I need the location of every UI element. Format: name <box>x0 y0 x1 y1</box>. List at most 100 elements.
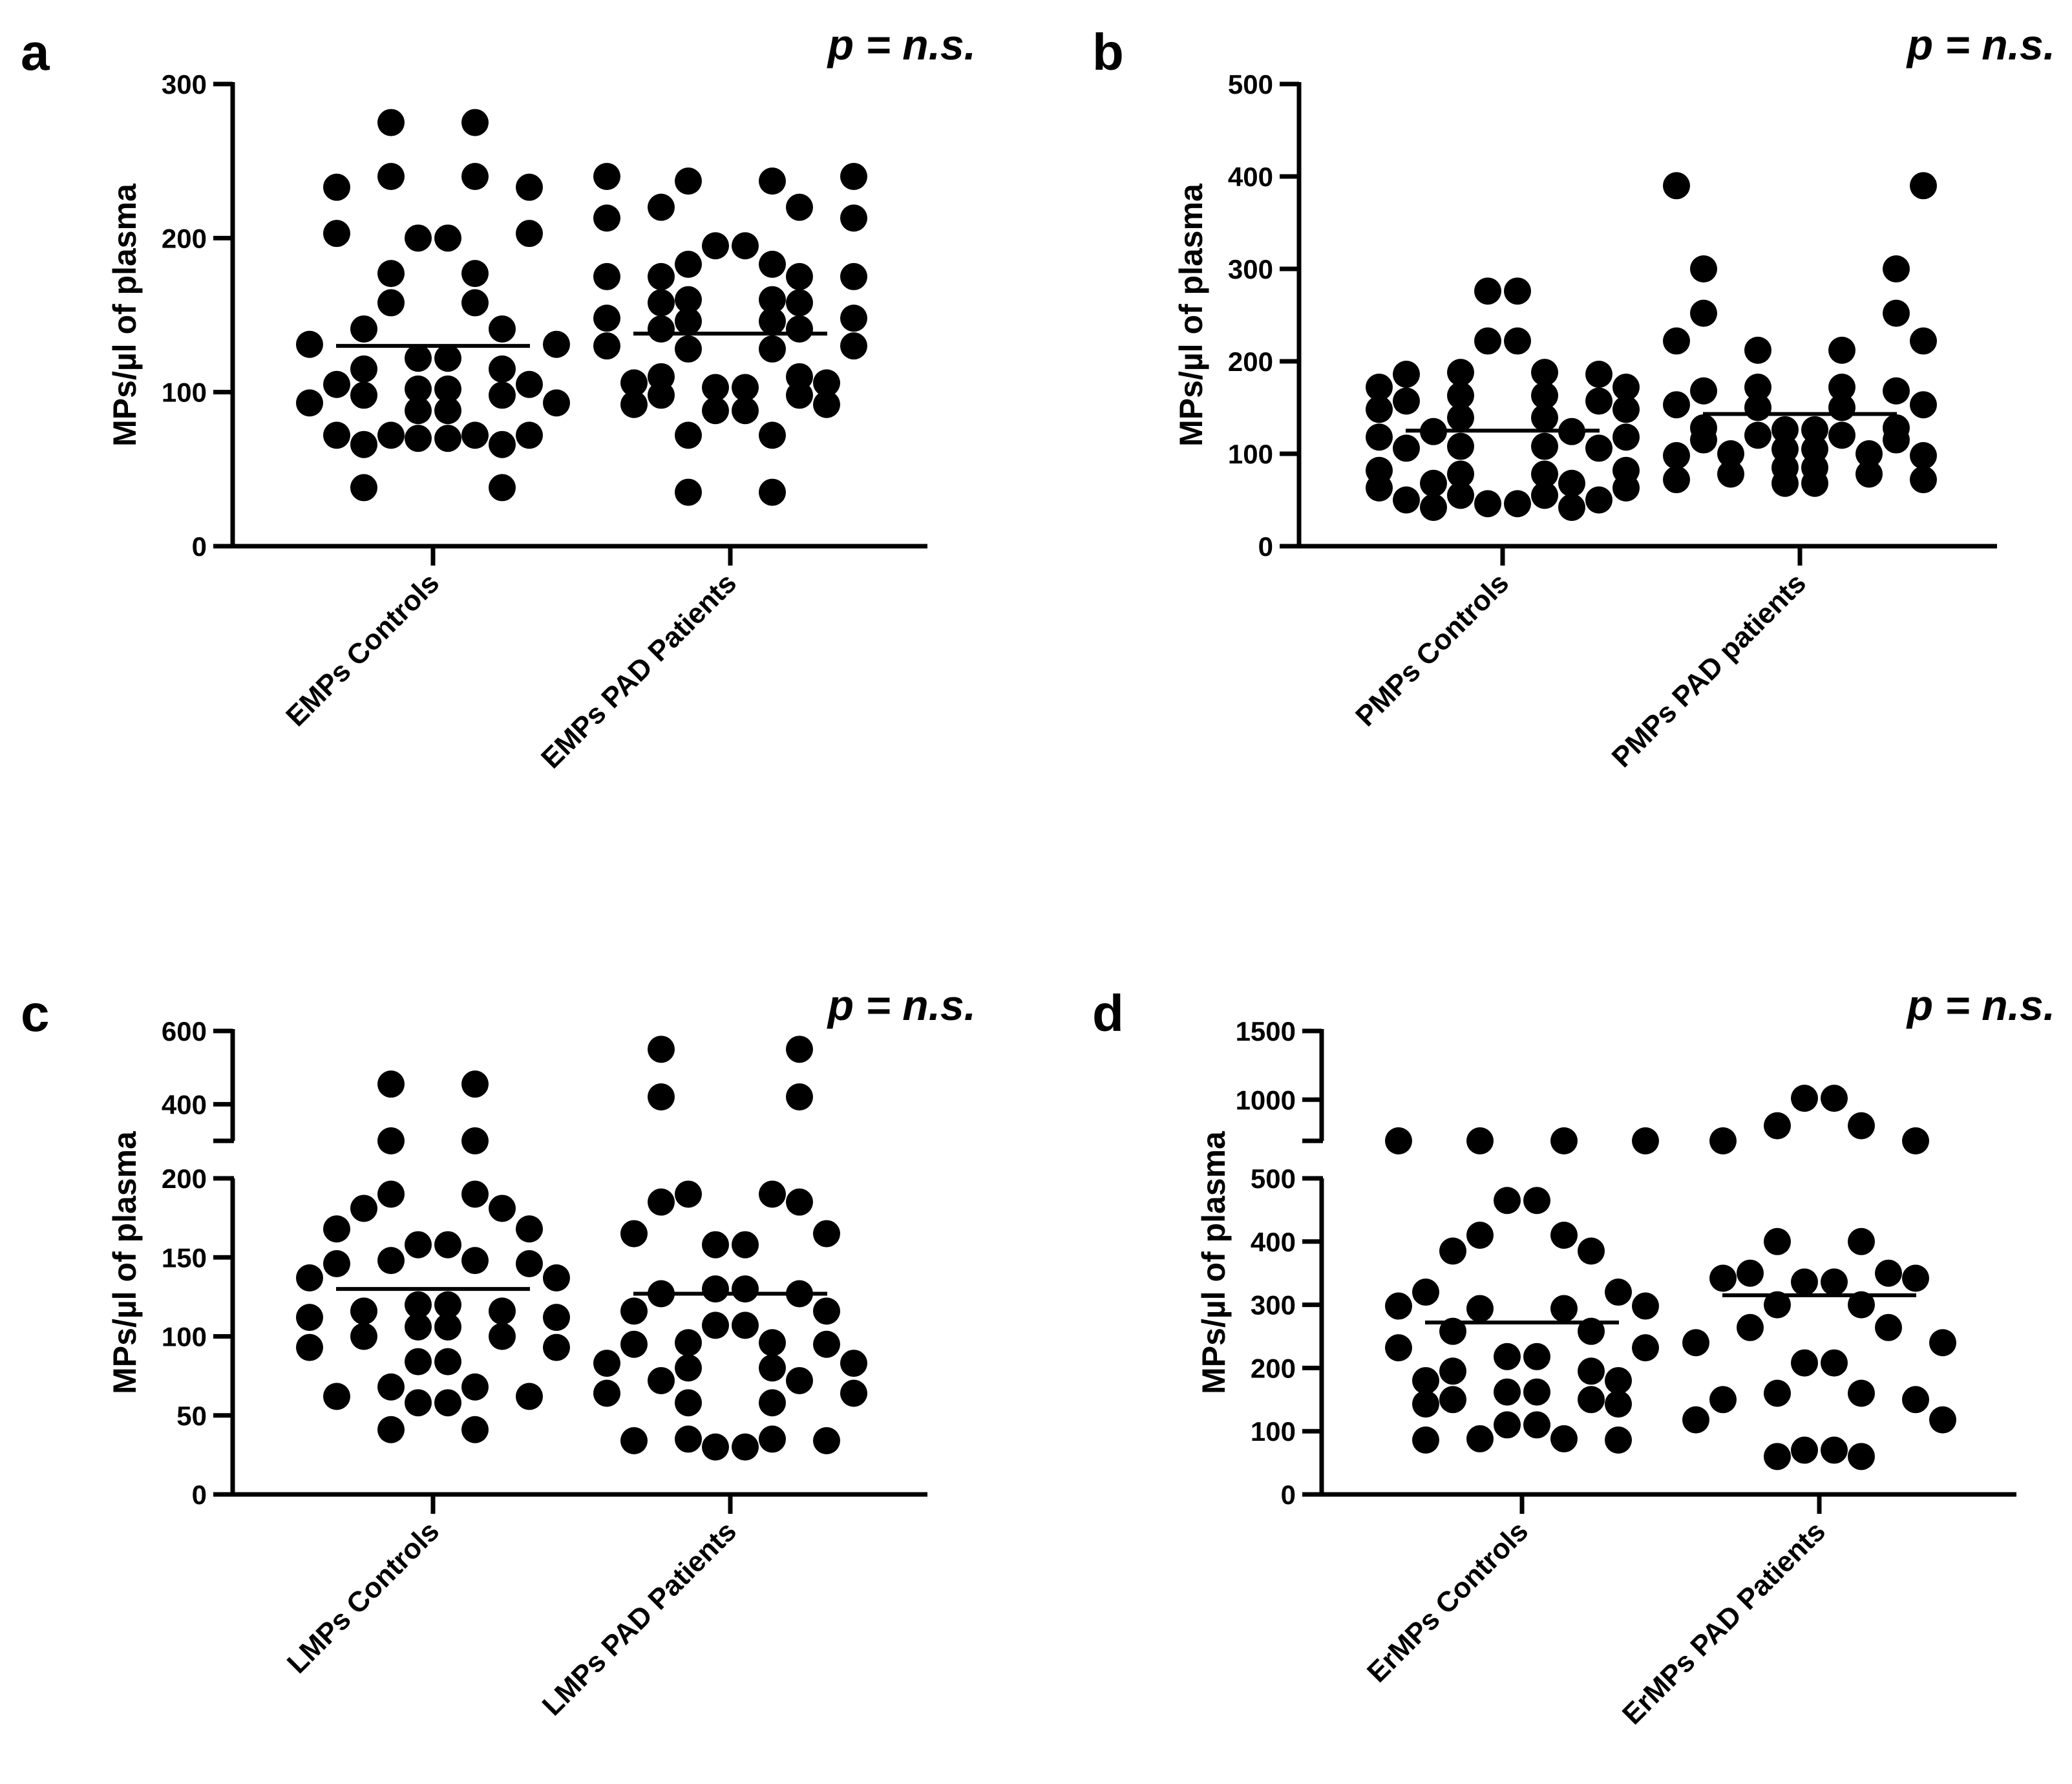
data-point <box>434 1291 461 1319</box>
data-point <box>1585 361 1612 388</box>
data-point <box>350 381 377 409</box>
data-point <box>675 1389 702 1417</box>
data-point <box>1883 255 1910 282</box>
data-point <box>840 262 867 290</box>
data-point <box>1828 374 1855 401</box>
data-point <box>675 308 702 335</box>
data-point <box>702 397 729 425</box>
data-point <box>648 289 675 317</box>
data-point <box>786 315 813 343</box>
data-point <box>489 1322 516 1350</box>
data-point <box>434 1348 461 1375</box>
data-point <box>759 286 786 313</box>
data-point <box>759 478 786 506</box>
data-point <box>461 260 489 288</box>
data-point <box>405 224 432 252</box>
data-point <box>1612 396 1640 423</box>
data-point <box>1682 1329 1709 1357</box>
data-point <box>1612 423 1640 451</box>
data-point <box>759 421 786 449</box>
data-point <box>1466 1295 1494 1322</box>
data-point <box>648 1083 675 1110</box>
data-point <box>1393 387 1420 415</box>
x-category-label: PMPs PAD patients <box>1606 567 1812 773</box>
data-point <box>759 335 786 363</box>
data-point <box>620 1297 648 1325</box>
data-point <box>1737 1259 1764 1287</box>
data-point <box>702 1231 729 1258</box>
data-point <box>1771 416 1799 443</box>
data-point <box>1690 299 1717 327</box>
data-point <box>377 289 405 317</box>
data-point <box>759 1354 786 1382</box>
data-point <box>350 474 377 502</box>
data-point <box>620 369 648 397</box>
data-point <box>1494 1411 1521 1439</box>
data-point <box>461 1070 489 1098</box>
data-point <box>1612 374 1640 401</box>
data-point <box>296 1304 323 1332</box>
data-point <box>1848 1379 1875 1407</box>
data-point <box>1682 1406 1709 1434</box>
data-point <box>377 1127 405 1154</box>
data-point <box>620 1220 648 1248</box>
data-point <box>1447 432 1474 460</box>
data-point <box>675 1354 702 1382</box>
data-point <box>1412 1390 1439 1418</box>
data-point <box>1447 482 1474 509</box>
data-point <box>813 390 840 418</box>
data-point <box>377 109 405 136</box>
data-point <box>1578 1237 1605 1265</box>
data-point <box>1474 490 1501 518</box>
data-point <box>675 1425 702 1453</box>
data-point <box>1690 377 1717 405</box>
data-point <box>1474 327 1501 355</box>
panel-letter: b <box>1092 23 1124 81</box>
data-point <box>732 397 759 425</box>
y-axis-label: MPs/µl of plasma <box>107 1131 143 1394</box>
y-tick-label: 100 <box>162 1322 207 1352</box>
data-point <box>405 1231 432 1258</box>
data-point <box>1690 426 1717 454</box>
data-point <box>1523 1343 1550 1370</box>
y-axis-label: MPs/µl of plasma <box>1173 183 1209 447</box>
data-point <box>377 1247 405 1275</box>
data-point <box>543 1333 570 1361</box>
data-point <box>1910 466 1937 494</box>
data-point <box>1447 404 1474 432</box>
data-point <box>1605 1279 1632 1306</box>
data-point <box>377 1180 405 1208</box>
data-point <box>489 474 516 502</box>
data-point <box>813 1297 840 1325</box>
data-point <box>1663 327 1690 355</box>
x-category-label: LMPs PAD Patients <box>536 1515 743 1721</box>
data-point <box>1447 381 1474 409</box>
data-point <box>1855 440 1883 467</box>
data-point <box>1605 1426 1632 1454</box>
data-point <box>434 345 461 372</box>
data-point <box>516 1250 543 1278</box>
data-point <box>1910 172 1937 200</box>
data-point <box>1791 1268 1818 1296</box>
data-point <box>323 370 350 398</box>
p-value-label: p = n.s. <box>1906 981 2055 1029</box>
data-point <box>732 1275 759 1303</box>
data-point <box>1385 1292 1412 1320</box>
data-point <box>1929 1406 1956 1434</box>
data-point <box>648 315 675 343</box>
data-point <box>350 1322 377 1350</box>
panel-d: d p = n.s. MPs/µl of plasma 0 100 200 300 400 50… <box>1092 981 2055 1731</box>
data-point <box>1744 374 1771 401</box>
data-point <box>1709 1127 1737 1154</box>
data-point <box>461 1416 489 1443</box>
data-point <box>1632 1127 1659 1154</box>
data-point <box>543 1264 570 1292</box>
data-point <box>434 1389 461 1417</box>
data-point <box>840 332 867 360</box>
data-point <box>593 304 620 332</box>
y-tick-label: 300 <box>1251 1290 1296 1321</box>
data-point <box>1494 1343 1521 1370</box>
data-point <box>1447 359 1474 387</box>
data-point <box>1385 1334 1412 1362</box>
data-point <box>1828 336 1855 364</box>
